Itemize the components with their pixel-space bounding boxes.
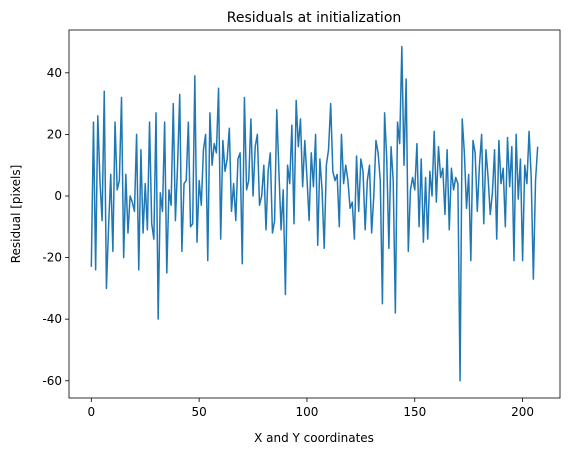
plot-frame [68,29,561,399]
y-tick-label: 40 [47,66,62,80]
y-tick-label: -60 [42,374,62,388]
x-axis-label: X and Y coordinates [254,431,374,445]
y-tick-label: -40 [42,312,62,326]
x-tick-label: 0 [87,405,95,419]
x-tick-label: 150 [403,405,426,419]
y-tick-label: 20 [47,127,62,141]
chart-title: Residuals at initialization [227,10,402,26]
x-tick-label: 200 [511,405,534,419]
y-axis-label: Residual [pixels] [9,165,23,264]
line-series [90,45,539,382]
y-tick-label: 0 [54,189,62,203]
x-tick-label: 50 [191,405,206,419]
y-tick-label: -20 [42,251,62,265]
x-tick-label: 100 [295,405,318,419]
